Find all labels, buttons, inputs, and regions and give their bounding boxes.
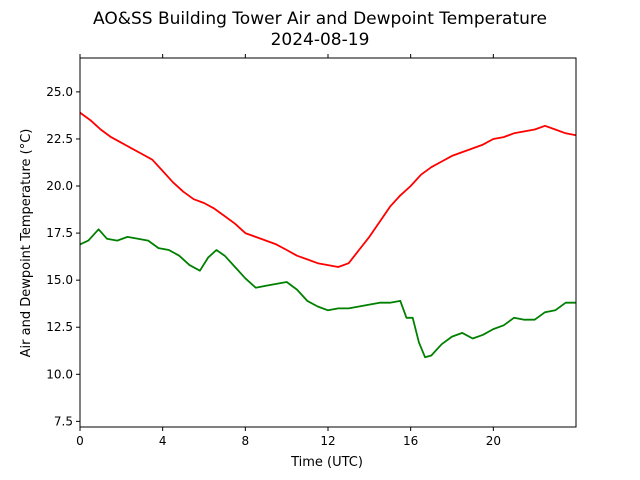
axis-ticks: 0 4 8 12 16 20 7.5 10.0 12.5 15.0 17.5 20.0 22.5 25.0 <box>46 54 501 448</box>
chart-subtitle: 2024-08-19 <box>271 30 370 50</box>
x-tick-label: 4 <box>159 434 167 448</box>
series-line-1 <box>79 228 576 359</box>
y-tick-label: 7.5 <box>54 414 73 428</box>
y-tick-label: 17.5 <box>46 226 73 240</box>
chart-title: AO&SS Building Tower Air and Dewpoint Te… <box>93 9 547 29</box>
y-tick-label: 10.0 <box>46 367 73 381</box>
x-axis-label: Time (UTC) <box>290 455 363 470</box>
y-axis-label: Air and Dewpoint Temperature (°C) <box>19 129 34 358</box>
x-tick-label: 0 <box>76 434 84 448</box>
plot-lines <box>79 111 577 359</box>
x-tick-label: 20 <box>486 434 501 448</box>
y-tick-label: 15.0 <box>46 273 73 287</box>
plot-frame <box>79 57 577 428</box>
y-tick-label: 12.5 <box>46 320 73 334</box>
x-tick-label: 12 <box>320 434 335 448</box>
y-tick-label: 25.0 <box>46 85 73 99</box>
series-line-0 <box>79 111 577 268</box>
x-tick-label: 8 <box>242 434 250 448</box>
x-tick-label: 16 <box>403 434 418 448</box>
y-tick-label: 22.5 <box>46 132 73 146</box>
y-tick-label: 20.0 <box>46 179 73 193</box>
